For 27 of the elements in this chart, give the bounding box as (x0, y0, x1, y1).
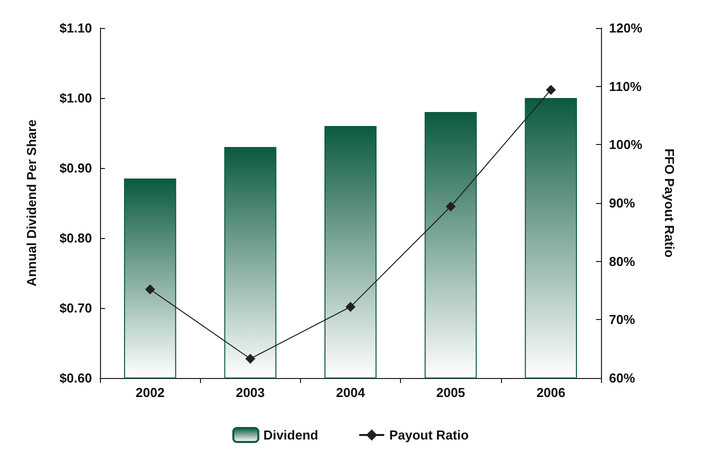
y2-tick-label: 80% (609, 254, 636, 269)
y2-tick-label: 120% (609, 20, 643, 36)
legend-label: Dividend (263, 428, 318, 442)
y2-tick-label: 70% (609, 312, 636, 328)
legend-label: Payout Ratio (389, 428, 469, 442)
x-tick-label: 2002 (136, 385, 165, 400)
y-tick-label: $0.90 (59, 160, 92, 176)
y2-tick-label: 60% (609, 370, 636, 386)
y-tick-label: $1.10 (59, 20, 92, 36)
point (145, 284, 156, 294)
y-tick-label: $0.60 (59, 370, 92, 386)
point (546, 84, 556, 95)
y-tick-label: $0.70 (59, 300, 92, 316)
y2-tick-label: 110% (609, 78, 642, 94)
y2-tick-label: 90% (609, 196, 636, 210)
point (346, 302, 356, 312)
y-axis-title: Annual Dividend Per Share (24, 120, 39, 286)
y2-tick-label: 100% (609, 137, 643, 152)
x-tick-label: 2004 (336, 385, 366, 400)
y-tick-label: $1.00 (59, 90, 92, 106)
x-tick-label: 2006 (536, 385, 566, 400)
x-tick-label: 2005 (436, 385, 466, 400)
point (245, 354, 256, 364)
point (446, 202, 456, 212)
y2-axis-title: FFO Payout Ratio (662, 148, 677, 258)
y-tick-label: $0.80 (59, 230, 92, 246)
x-tick-label: 2003 (236, 385, 265, 400)
